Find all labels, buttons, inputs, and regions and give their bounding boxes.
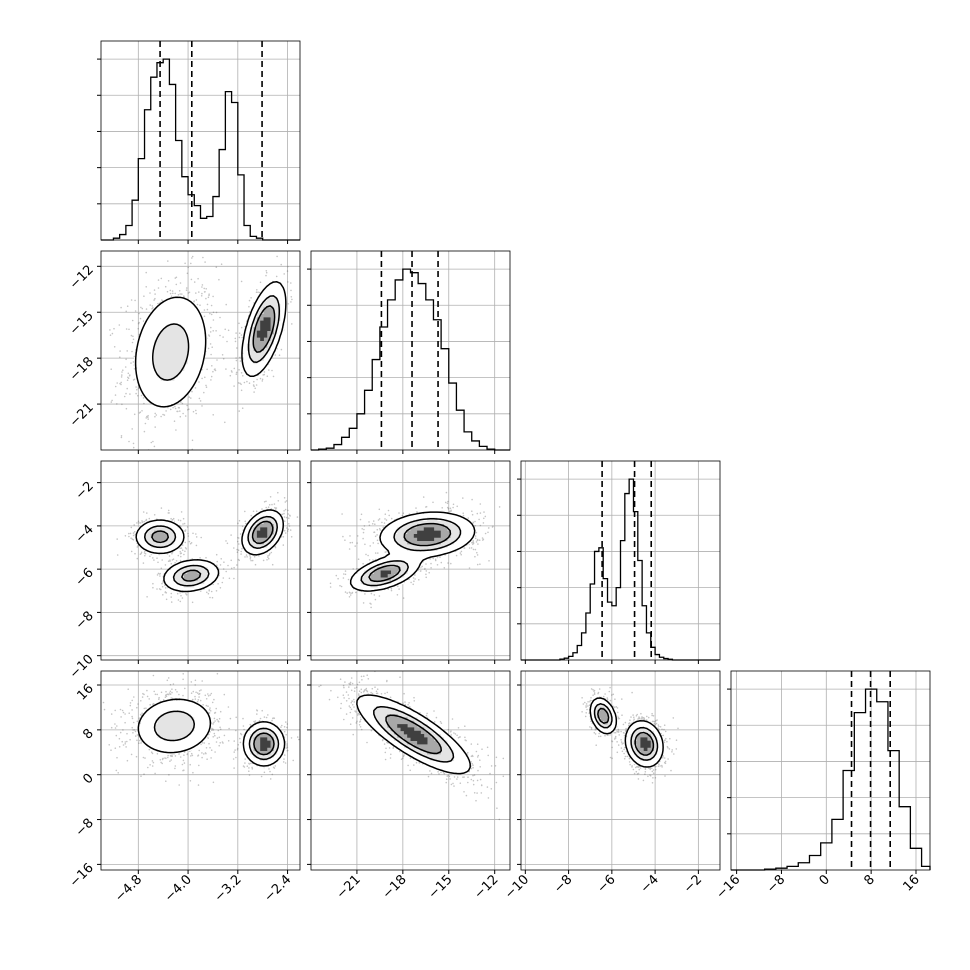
density-layer — [329, 491, 501, 609]
y-tick-label: −21 — [67, 400, 97, 430]
y-tick-label: −2 — [73, 479, 97, 503]
x-tick-label: −21 — [334, 872, 364, 902]
y-tick-label: −6 — [73, 565, 97, 589]
contour-line-0 — [137, 698, 286, 767]
density-fill-level-0 — [134, 280, 288, 408]
x-tick-label: −10 — [502, 872, 532, 902]
histogram-panel-1 — [307, 250, 511, 454]
density-layer — [311, 671, 505, 821]
x-tick-label: 0 — [817, 872, 833, 888]
density-fill-level-2 — [597, 707, 655, 755]
y-tick-label: 8 — [80, 726, 96, 742]
panel-frame — [310, 460, 511, 661]
x-tick-label: −2.4 — [261, 872, 294, 905]
y-tick-label: 0 — [80, 771, 96, 787]
density-layer — [581, 686, 679, 784]
contour-line-1 — [593, 703, 659, 761]
contour-line-0 — [349, 511, 476, 592]
x-tick-label: −2 — [681, 872, 705, 896]
contour-line-1 — [373, 706, 455, 763]
x-tick-label: 16 — [901, 872, 923, 894]
density-fill-level-1 — [154, 297, 281, 381]
y-tick-label: −16 — [67, 861, 97, 891]
panel-frame — [100, 460, 301, 661]
y-tick-label: −4 — [73, 522, 97, 546]
x-tick-label: −4 — [638, 872, 662, 896]
contour-line-0 — [356, 694, 471, 775]
histogram-step-line — [521, 478, 720, 661]
panel-frame — [100, 670, 301, 871]
contour-line-1 — [151, 295, 281, 381]
histogram-step-line — [731, 688, 931, 871]
density-layer — [109, 255, 293, 450]
x-tick-label: −6 — [595, 872, 619, 896]
density-fill-level-3 — [380, 527, 441, 578]
density-fill-level-3 — [256, 317, 271, 341]
histogram-step-line — [101, 58, 300, 241]
contour-line-0 — [134, 281, 287, 408]
contour-line-0 — [589, 697, 664, 768]
density-fill-level-1 — [154, 710, 278, 761]
x-tick-label: −8 — [551, 872, 575, 896]
x-tick-label: −4.8 — [112, 872, 145, 905]
histogram-step-line — [311, 268, 510, 451]
panel-frame — [520, 460, 721, 661]
contour-line-2 — [368, 522, 452, 583]
contour-line-1 — [360, 518, 462, 587]
density-fill-level-3 — [640, 737, 651, 751]
density-panel-2-3: −10 −8 −6 −4 −2 — [502, 670, 721, 902]
x-tick-label: −15 — [426, 872, 456, 902]
density-fill-level-2 — [253, 734, 274, 755]
panel-frame — [310, 670, 511, 871]
histogram-panel-3: −16 −8 0 8 16 — [713, 670, 931, 902]
panel-frame — [100, 40, 301, 241]
contour-line-1 — [143, 515, 278, 587]
y-tick-label: −12 — [67, 263, 97, 293]
density-fill-level-3 — [397, 724, 428, 745]
y-tick-label: −8 — [73, 609, 97, 633]
x-tick-label: −8 — [764, 872, 788, 896]
histogram-panel-2 — [517, 460, 721, 664]
contour-line-2 — [385, 714, 443, 755]
density-fill-level-2 — [150, 520, 274, 581]
x-tick-label: 8 — [862, 872, 878, 888]
panel-frame — [520, 670, 721, 871]
x-tick-label: −18 — [380, 872, 410, 902]
density-layer — [102, 672, 300, 786]
density-fill-level-1 — [593, 704, 658, 761]
contour-line-2 — [253, 732, 275, 756]
y-tick-label: −8 — [73, 816, 97, 840]
panel-frame — [310, 250, 511, 451]
y-tick-label: 16 — [75, 681, 97, 703]
x-tick-label: −16 — [713, 872, 743, 902]
contour-line-0 — [135, 509, 285, 593]
density-fill-level-2 — [370, 524, 451, 581]
density-fill-level-3 — [260, 737, 271, 751]
density-layer — [116, 491, 299, 604]
density-fill-level-0 — [137, 700, 284, 768]
contour-line-2 — [597, 707, 655, 756]
panel-frame — [730, 670, 931, 871]
x-tick-label: −4.0 — [162, 872, 195, 905]
density-fill-level-3 — [256, 527, 268, 538]
x-tick-label: −3.2 — [212, 872, 245, 905]
density-panel-0-1: −21 −18 −15 −12 — [67, 250, 301, 454]
contour-line-1 — [153, 710, 280, 761]
density-panel-0-2: −10 −8 −6 −4 −2 — [67, 460, 301, 682]
contour-line-2 — [252, 305, 276, 353]
y-tick-label: −18 — [67, 354, 97, 384]
y-tick-label: −10 — [67, 652, 97, 682]
histogram-panel-0 — [97, 40, 301, 244]
density-panel-1-2 — [307, 460, 511, 664]
x-tick-label: −12 — [472, 872, 502, 902]
contour-line-2 — [151, 520, 274, 582]
y-tick-label: −15 — [67, 308, 97, 338]
density-panel-1-3: −21 −18 −15 −12 — [307, 670, 511, 902]
panel-frame — [100, 250, 301, 451]
density-panel-0-3: −4.8 −4.0 −3.2 −2.4 −16 −8 0 8 16 — [67, 670, 301, 905]
